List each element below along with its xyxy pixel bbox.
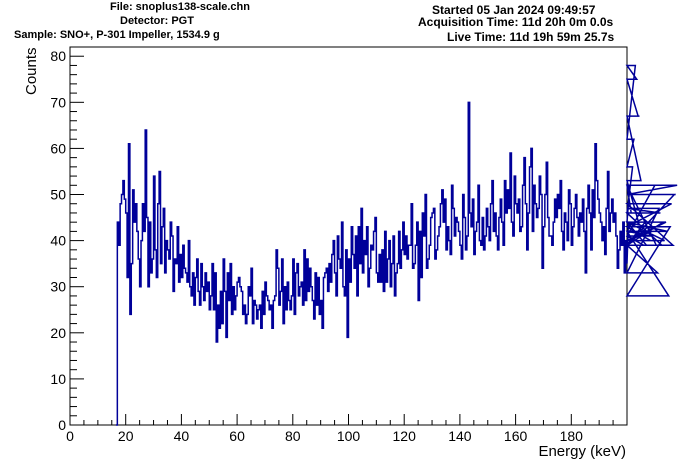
y-tick-label: 0	[58, 417, 66, 433]
y-tick-label: 30	[50, 279, 66, 295]
detector-label: Detector: PGT	[120, 15, 194, 27]
x-tick-label: 0	[66, 428, 74, 444]
y-tick-label: 70	[50, 94, 66, 110]
x-tick-label: 120	[393, 428, 417, 444]
y-tick-label: 50	[50, 187, 66, 203]
y-tick-label: 10	[50, 371, 66, 387]
y-tick-label: 80	[50, 48, 66, 64]
x-tick-label: 40	[174, 428, 190, 444]
x-tick-label: 80	[285, 428, 301, 444]
x-tick-label: 160	[504, 428, 528, 444]
y-tick-label: 40	[50, 233, 66, 249]
y-axis-title: Counts	[23, 47, 40, 95]
axis-tick-labels: 0 20 40 60 80 100 120 140 160 180 0 10 20 30 40 50 60 70 8…	[50, 48, 583, 444]
sample-label: Sample: SNO+, P-301 Impeller, 1534.9 g	[14, 29, 220, 41]
axis-ticks	[69, 46, 614, 426]
x-tick-label: 20	[118, 428, 134, 444]
file-label: File: snoplus138-scale.chn	[110, 1, 250, 13]
started-label: Started 05 Jan 2024 09:49:57	[432, 3, 596, 17]
x-tick-label: 60	[229, 428, 245, 444]
x-tick-label: 140	[448, 428, 472, 444]
spectrum-line	[115, 64, 678, 426]
x-tick-label: 180	[560, 428, 584, 444]
x-axis-title: Energy (keV)	[538, 443, 626, 460]
x-tick-label: 100	[337, 428, 361, 444]
acquisition-time-label: Acquisition Time: 11d 20h 0m 0.0s	[418, 15, 614, 29]
live-time-label: Live Time: 11d 19h 59m 25.7s	[447, 30, 615, 44]
y-tick-label: 60	[50, 140, 66, 156]
y-tick-label: 20	[50, 325, 66, 341]
